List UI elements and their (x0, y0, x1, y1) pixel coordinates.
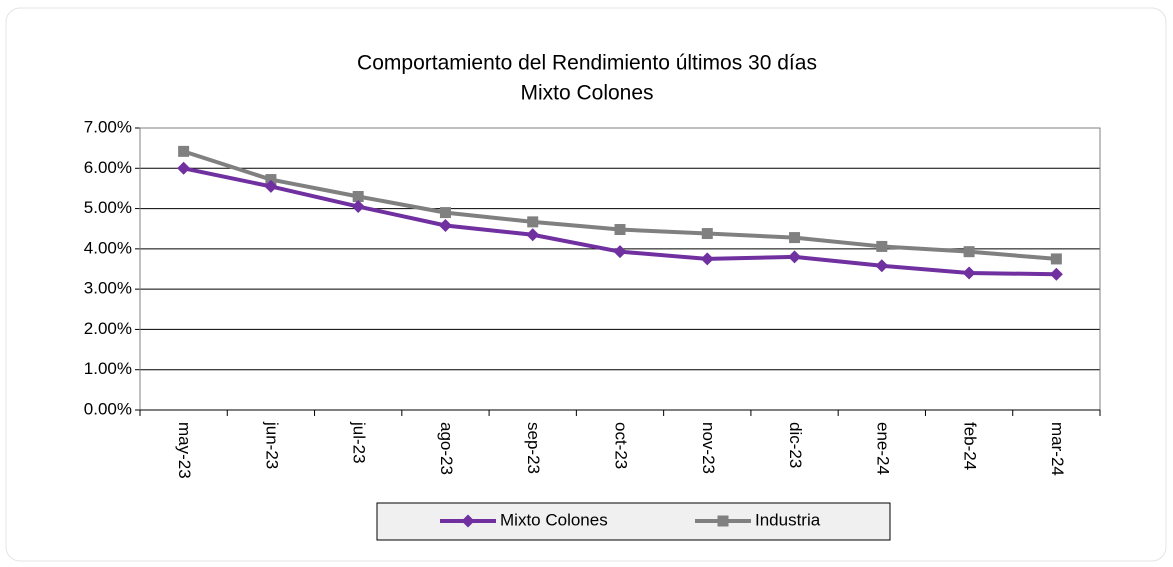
marker (963, 246, 975, 258)
marker (701, 228, 713, 240)
y-tick-label: 4.00% (84, 238, 132, 257)
marker (352, 190, 364, 202)
marker (178, 145, 190, 157)
marker (789, 232, 801, 244)
marker (876, 240, 888, 252)
x-tick-label: sep-23 (524, 422, 543, 474)
x-tick-label: jun-23 (262, 421, 281, 469)
x-tick-label: mar-24 (1048, 422, 1067, 476)
x-tick-label: jul-23 (350, 421, 369, 464)
marker (527, 216, 539, 228)
x-tick-label: ago-23 (437, 422, 456, 475)
legend-label: Industria (755, 510, 821, 529)
marker (962, 266, 976, 280)
marker (265, 174, 277, 186)
marker (1049, 267, 1063, 281)
marker (526, 228, 540, 242)
marker (177, 161, 191, 175)
chart-subtitle: Mixto Colones (520, 82, 653, 105)
y-tick-label: 5.00% (84, 198, 132, 217)
marker (439, 207, 451, 219)
marker (700, 252, 714, 266)
marker (788, 250, 802, 264)
x-tick-label: dic-23 (786, 422, 805, 468)
y-tick-label: 0.00% (84, 399, 132, 418)
marker (1050, 253, 1062, 265)
x-tick-label: may-23 (175, 422, 194, 479)
legend-label: Mixto Colones (500, 510, 608, 529)
y-tick-label: 1.00% (84, 359, 132, 378)
marker (461, 514, 475, 528)
chart-title: Comportamiento del Rendimiento últimos 3… (357, 52, 817, 75)
marker (613, 245, 627, 259)
marker (351, 200, 365, 214)
y-tick-label: 2.00% (84, 319, 132, 338)
x-tick-label: feb-24 (961, 422, 980, 470)
chart-frame (5, 7, 1167, 562)
y-tick-label: 6.00% (84, 158, 132, 177)
x-tick-label: oct-23 (612, 422, 631, 469)
marker (875, 259, 889, 273)
marker (264, 179, 278, 193)
marker (438, 218, 452, 232)
marker (717, 515, 729, 527)
y-tick-label: 3.00% (84, 279, 132, 298)
legend: Mixto Colones Industria (376, 502, 891, 541)
x-tick-label: ene-24 (873, 422, 892, 475)
y-tick-label: 7.00% (84, 117, 132, 136)
x-tick-label: nov-23 (699, 422, 718, 474)
marker (614, 224, 626, 236)
